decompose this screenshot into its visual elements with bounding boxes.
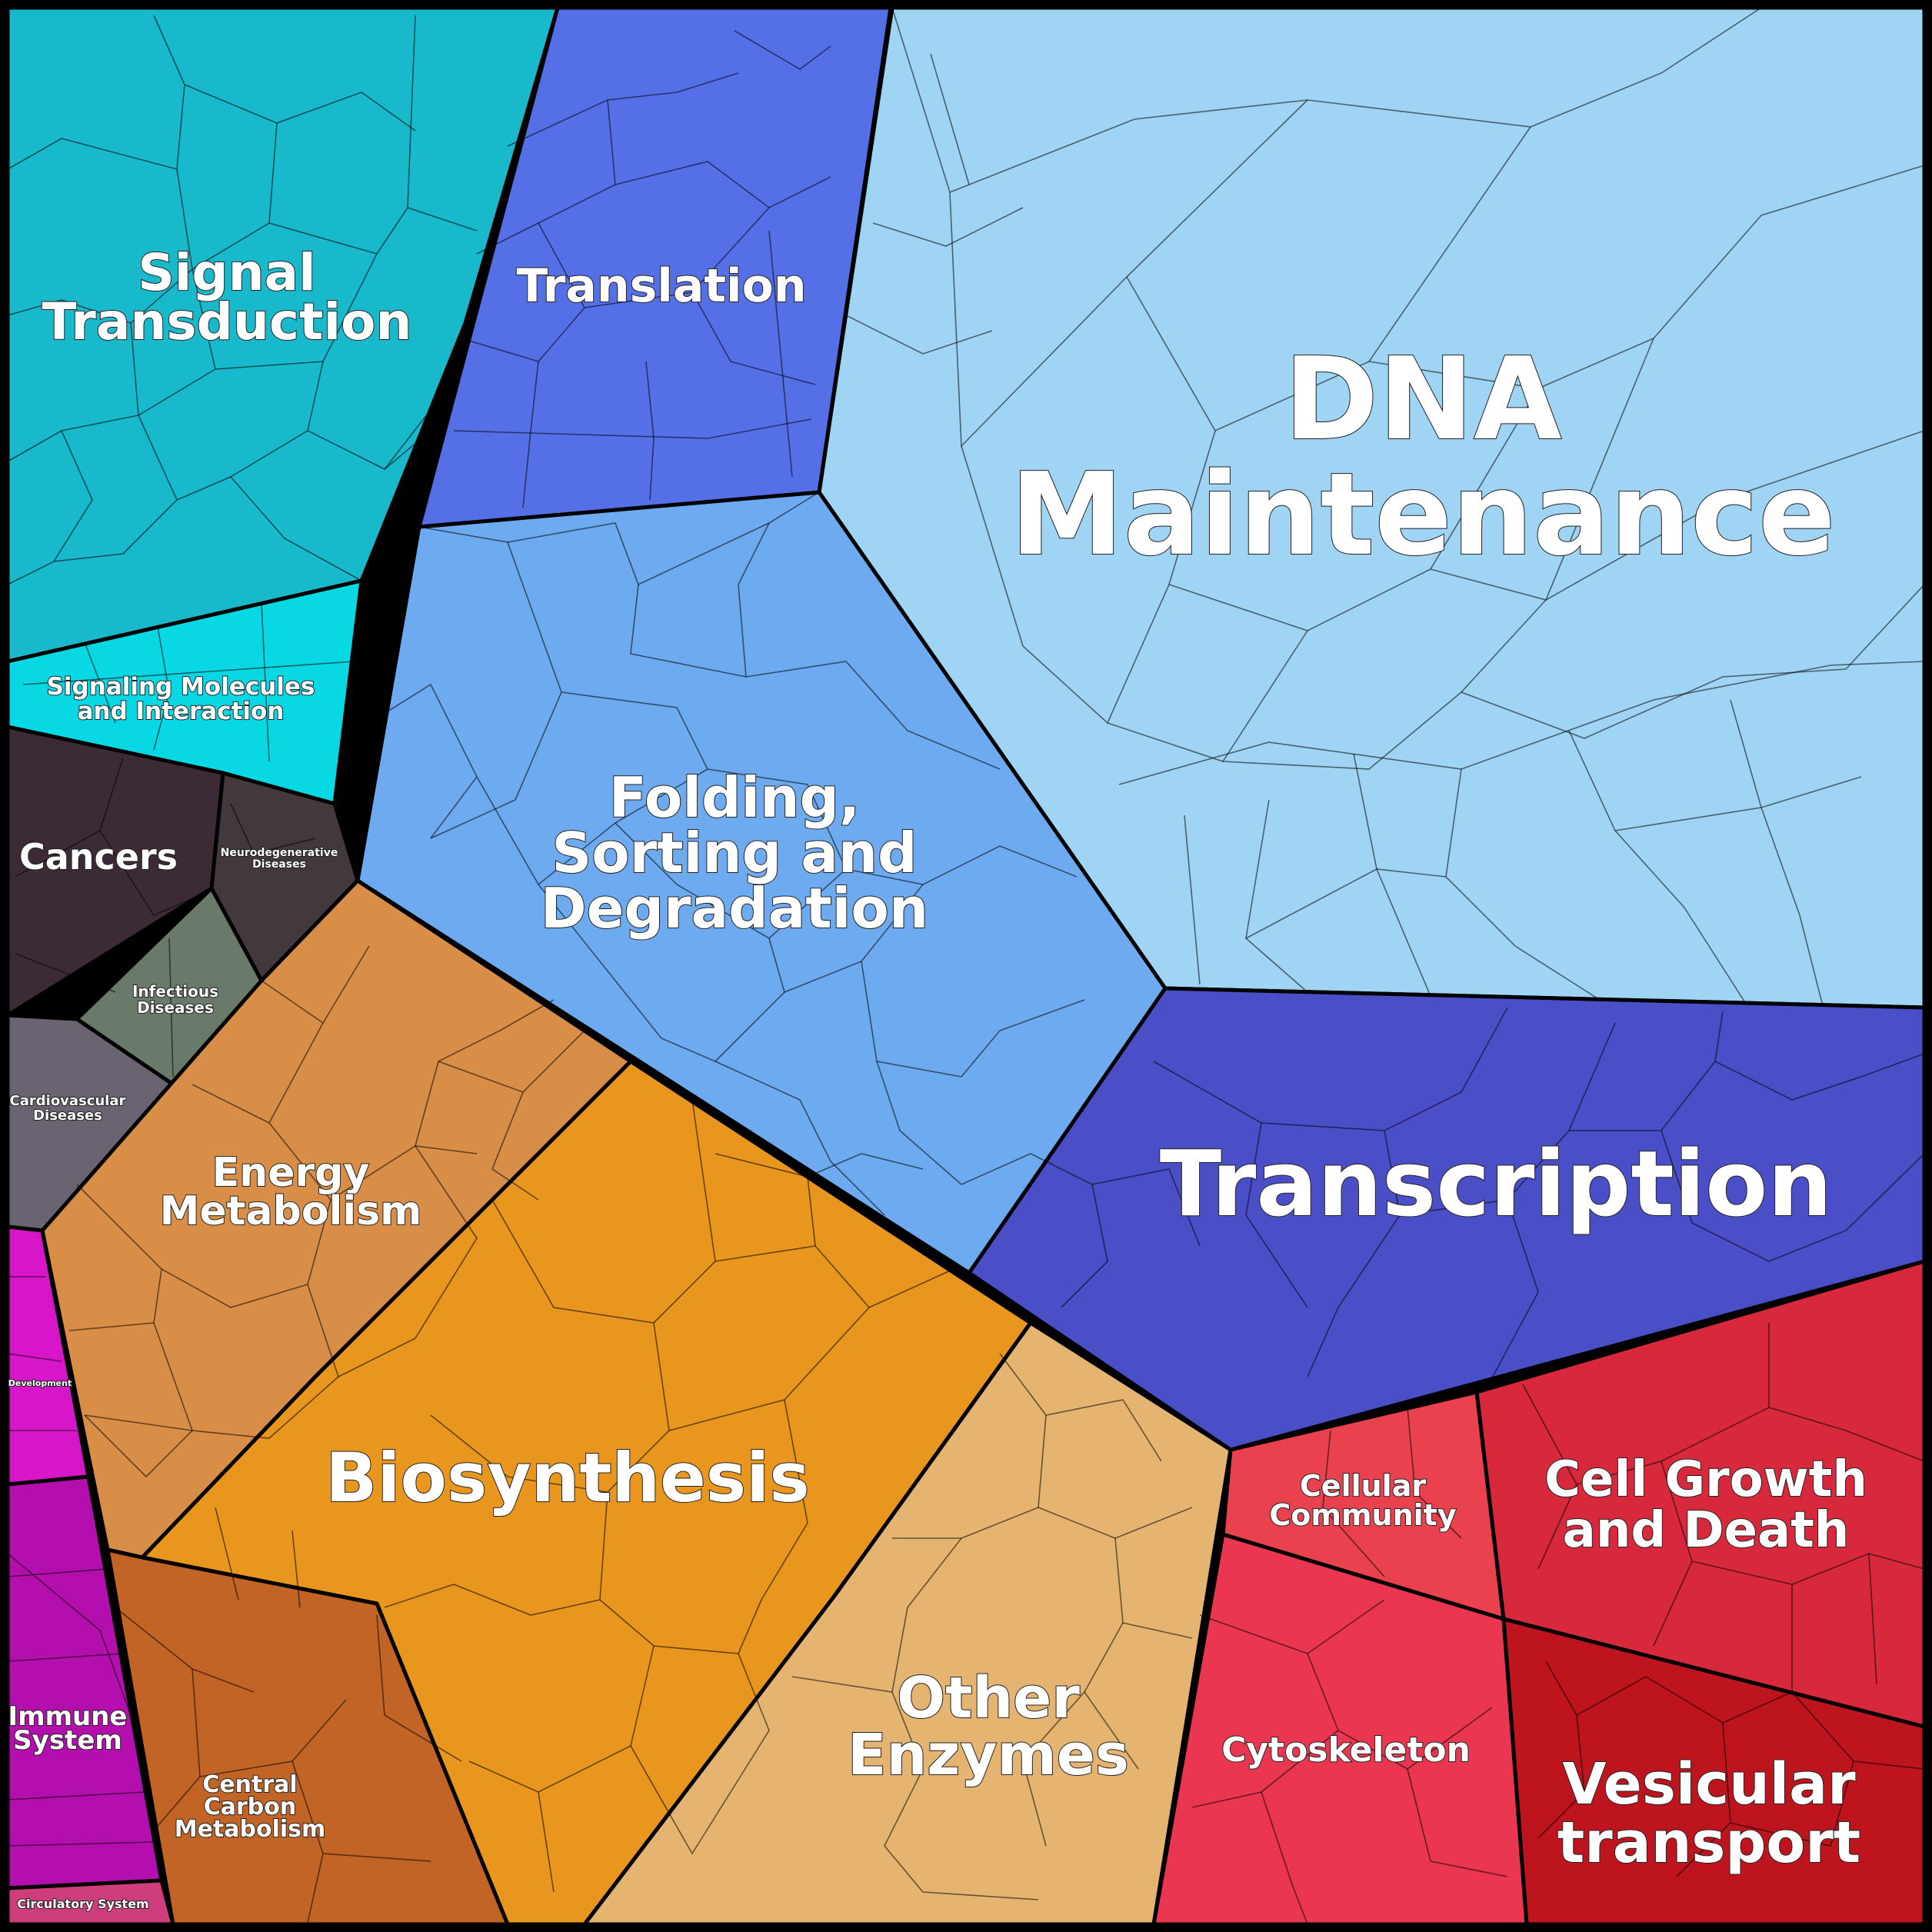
label-signaling-molecules: Signaling Molecules and Interaction bbox=[47, 673, 315, 725]
label-biosynthesis: Biosynthesis bbox=[325, 1438, 809, 1517]
label-central-carbon-metabolism: Central Carbon Metabolism bbox=[175, 1771, 326, 1843]
label-folding-sorting-degradation: Folding, Sorting and Degradation bbox=[541, 765, 928, 941]
cell-lines bbox=[7, 7, 1925, 1925]
label-cardiovascular-diseases: Cardiovascular Diseases bbox=[10, 1093, 126, 1124]
label-neurodegenerative-diseases: Neurodegenerative Diseases bbox=[221, 847, 338, 871]
label-development: Development bbox=[8, 1378, 72, 1388]
label-infectious-diseases: Infectious Diseases bbox=[132, 982, 218, 1017]
region-other-enzymes[interactable] bbox=[582, 1321, 1233, 1927]
label-immune-system: Immune System bbox=[8, 1701, 128, 1756]
label-cellular-community: Cellular Community bbox=[1269, 1469, 1456, 1532]
region-circulatory-system[interactable] bbox=[5, 1878, 175, 1927]
label-vesicular-transport: Vesicular transport bbox=[1557, 1751, 1860, 1876]
region-vesicular-transport[interactable] bbox=[1501, 1617, 1927, 1927]
region-signal-transduction[interactable] bbox=[5, 5, 560, 664]
region-central-carbon-metabolism[interactable] bbox=[105, 1547, 510, 1927]
label-circulatory-system: Circulatory System bbox=[17, 1897, 148, 1911]
label-translation: Translation bbox=[516, 259, 806, 313]
label-dna-maintenance: DNA Maintenance bbox=[1010, 333, 1835, 581]
label-cytoskeleton: Cytoskeleton bbox=[1221, 1730, 1471, 1770]
labels: DNA Maintenance Transcription Folding, Sor… bbox=[8, 242, 1868, 1912]
label-other-enzymes: Other Enzymes bbox=[848, 1665, 1129, 1788]
label-signal-transduction: Signal Transduction bbox=[42, 243, 412, 351]
label-transcription: Transcription bbox=[1160, 1131, 1833, 1237]
label-energy-metabolism: Energy Metabolism bbox=[160, 1150, 422, 1234]
label-cell-growth-and-death: Cell Growth and Death bbox=[1544, 1451, 1867, 1559]
label-cancers: Cancers bbox=[19, 836, 178, 878]
